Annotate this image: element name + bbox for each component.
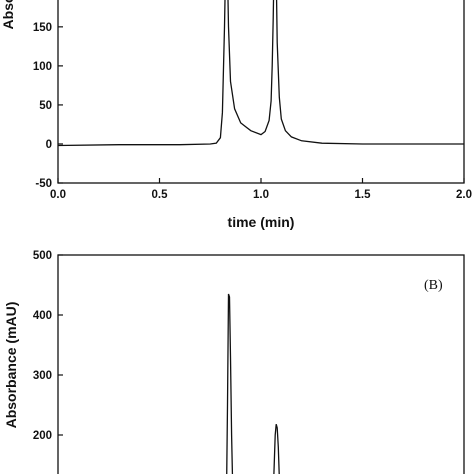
panel-a-y-ticks: -50 0 50 100 150 <box>33 22 63 190</box>
panel-b-y-tick-label: 400 <box>33 310 52 322</box>
panel-b-y-ticks: 500 400 300 200 <box>33 250 63 442</box>
panel-a-x-tick-label: 0.5 <box>152 189 169 201</box>
panel-a-x-tick-label: 2.0 <box>456 189 472 201</box>
panel-a-series-line <box>57 0 464 147</box>
panel-a-x-axis-label: time (min) <box>228 214 295 230</box>
panel-a-y-axis-label: Absorbance ( <box>0 0 16 29</box>
panel-a-y-tick-label: 150 <box>33 22 52 34</box>
panel-b-y-tick-label: 300 <box>33 370 52 382</box>
panel-a-x-tick-label: 1.5 <box>355 189 372 201</box>
panel-a-y-tick-label: 50 <box>39 100 52 112</box>
panel-b-plot-frame <box>57 254 465 474</box>
panel-b-y-tick-label: 500 <box>33 250 52 262</box>
panel-a-x-tick-label: 1.0 <box>253 189 269 201</box>
panel-b-y-axis-label: Absorbance (mAU) <box>3 302 19 429</box>
panel-b-series-line <box>226 293 280 474</box>
panel-a-plot-frame <box>57 0 465 184</box>
panel-b-label: (B) <box>424 278 443 293</box>
panel-a-x-tick-label: 0.0 <box>50 189 66 201</box>
panel-a-y-tick-label: 100 <box>33 61 52 73</box>
panel-b-y-tick-label: 200 <box>33 430 52 442</box>
panel-b: 500 400 300 200 (B) Absorbance (mAU) <box>3 250 465 474</box>
panel-a-y-tick-label: 0 <box>46 139 52 151</box>
panel-a-y-tick-label: -50 <box>35 178 52 190</box>
panel-a-x-ticks: 0.0 0.5 1.0 1.5 2.0 <box>50 178 472 201</box>
